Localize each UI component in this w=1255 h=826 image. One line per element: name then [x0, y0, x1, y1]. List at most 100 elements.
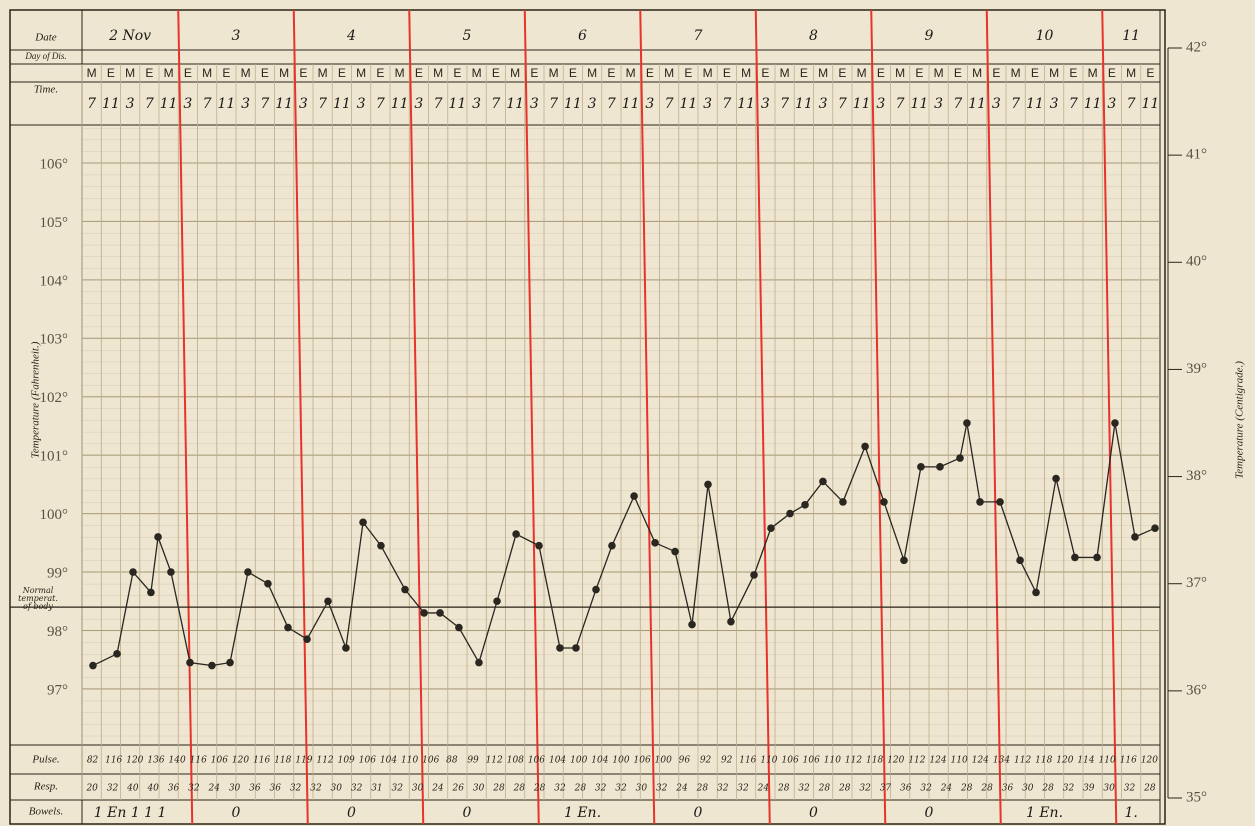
y2-axis-label: Temperature (Centigrade.): [1234, 361, 1246, 479]
time-label: 11: [506, 96, 524, 112]
resp-entry: 32: [351, 784, 363, 794]
me-label: E: [453, 66, 461, 80]
time-label: 7: [896, 96, 905, 112]
pulse-entry: 116: [253, 756, 270, 766]
resp-entry: 20: [85, 784, 98, 794]
y-tick-label: 104°: [40, 273, 69, 289]
bowels-entry: 0: [809, 805, 818, 821]
pulse-entry: 118: [866, 756, 883, 766]
time-label: 11: [795, 96, 813, 112]
temperature-point: [801, 501, 809, 509]
resp-entry: 28: [513, 784, 526, 794]
me-label: M: [87, 66, 97, 80]
pulse-entry: 88: [446, 756, 458, 766]
temperature-point: [401, 586, 409, 594]
time-label: 3: [876, 96, 885, 112]
resp-entry: 32: [1124, 784, 1136, 794]
temperature-point: [436, 609, 444, 617]
resp-entry: 36: [249, 784, 261, 794]
me-label: E: [530, 66, 538, 80]
me-label: M: [626, 66, 636, 80]
time-label: 3: [472, 96, 481, 112]
y-tick-label: 101°: [40, 449, 69, 465]
time-label: 7: [607, 96, 616, 112]
y2-tick-label: 40°: [1186, 254, 1207, 270]
pulse-entry: 112: [908, 756, 925, 766]
temperature-point: [89, 662, 97, 670]
time-label: 3: [357, 96, 366, 112]
time-label: 7: [1127, 96, 1136, 112]
y-tick-label: 105°: [40, 215, 69, 231]
time-label: 3: [645, 96, 654, 112]
pulse-entry: 120: [1056, 756, 1073, 766]
me-label: M: [125, 66, 135, 80]
me-label: E: [1031, 66, 1039, 80]
resp-entry: 30: [1103, 784, 1115, 794]
temperature-point: [819, 478, 827, 486]
resp-entry: 28: [838, 784, 851, 794]
temperature-point: [455, 624, 463, 632]
me-label: E: [1108, 66, 1116, 80]
pulse-entry: 92: [700, 756, 712, 766]
temperature-chart: Date Day of Dis. Time. Pulse. Resp. Bowe…: [0, 0, 1255, 826]
me-label: E: [800, 66, 808, 80]
temperature-point: [129, 568, 137, 576]
y2-tick-label: 39°: [1186, 361, 1207, 377]
pulse-entry: 120: [1141, 756, 1158, 766]
resp-entry: 24: [675, 784, 688, 794]
pulse-entry: 104: [591, 756, 608, 766]
y-tick-label: 106°: [40, 156, 69, 172]
temperature-point: [324, 597, 332, 605]
resp-entry: 28: [533, 784, 546, 794]
temperature-point: [767, 524, 775, 532]
resp-entry: 30: [229, 784, 241, 794]
time-label: 7: [1069, 96, 1078, 112]
resp-entry: 28: [492, 784, 505, 794]
y2-tick-label: 36°: [1186, 682, 1207, 698]
temperature-point: [1032, 589, 1040, 597]
temperature-point: [839, 498, 847, 506]
me-label: M: [934, 66, 944, 80]
resp-entry: 30: [412, 784, 424, 794]
pulse-entry: 120: [126, 756, 143, 766]
temperature-point: [226, 659, 234, 667]
me-label: E: [569, 66, 577, 80]
me-label: M: [279, 66, 289, 80]
me-label: M: [164, 66, 174, 80]
day-label: 4: [346, 28, 356, 44]
pulse-entry: 100: [612, 756, 629, 766]
time-label: 3: [992, 96, 1001, 112]
resp-entry: 32: [859, 784, 871, 794]
temperature-point: [592, 586, 600, 594]
resp-entry: 28: [818, 784, 831, 794]
pulse-entry: 82: [87, 756, 99, 766]
me-label: M: [1049, 66, 1059, 80]
pulse-entry: 106: [634, 756, 651, 766]
resp-entry: 39: [1083, 784, 1095, 794]
pulse-entry: 110: [951, 756, 968, 766]
resp-entry: 32: [656, 784, 668, 794]
bowels-entry: 1 En 1 1 1: [94, 805, 167, 821]
pulse-entry: 110: [824, 756, 841, 766]
row-label: Resp.: [33, 781, 58, 793]
resp-entry: 31: [371, 784, 382, 794]
resp-entry: 30: [331, 784, 343, 794]
me-label: E: [838, 66, 846, 80]
time-label: 7: [376, 96, 385, 112]
temperature-point: [493, 597, 501, 605]
me-label: M: [472, 66, 482, 80]
time-label: 11: [737, 96, 755, 112]
day-label: 3: [232, 28, 241, 44]
pulse-entry: 120: [232, 756, 249, 766]
resp-entry: 32: [595, 784, 607, 794]
time-label: 3: [1107, 96, 1116, 112]
temperature-point: [342, 644, 350, 652]
time-label: 11: [968, 96, 986, 112]
pulse-entry: 110: [1099, 756, 1116, 766]
time-label: 11: [333, 96, 351, 112]
me-label: M: [703, 66, 713, 80]
me-label: M: [972, 66, 982, 80]
y2-tick-label: 41°: [1186, 147, 1207, 163]
y-tick-label: 102°: [40, 390, 69, 406]
resp-entry: 32: [107, 784, 119, 794]
